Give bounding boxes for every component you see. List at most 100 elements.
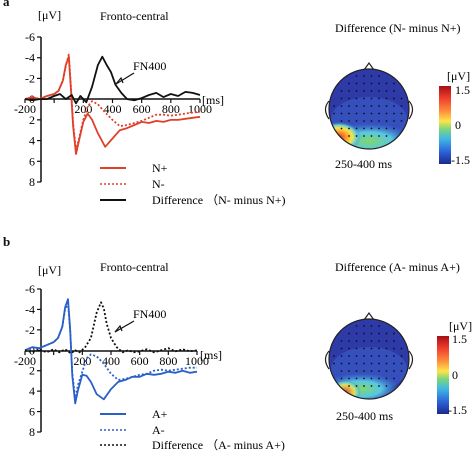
series-line-1 [24,302,197,401]
electrode-dot [363,325,365,327]
electrode-dot [363,332,365,335]
x-tick-label: 800 [162,102,180,116]
electrode-dot [355,97,358,100]
electrode-dot [348,347,350,350]
electrode-dot [378,332,380,335]
x-tick-label: -200 [14,354,36,368]
topo-time-window: 250-400 ms [336,409,393,423]
electrode-dot [378,120,380,122]
electrode-dot [363,362,365,365]
electrode-dot [393,120,395,122]
y-tick-label: -6 [25,30,35,44]
electrode-dot [348,127,350,130]
legend-label-a-minus: A- [152,423,165,437]
electrode-dot [363,347,365,350]
colorbar-min: -1.5 [448,403,467,417]
panel-letter: b [3,234,11,249]
y-tick-label: 0 [29,343,35,357]
electrode-dot [370,127,373,130]
electrode-dot [370,355,373,357]
electrode-dot [370,135,373,137]
electrode-dot [378,82,380,85]
electrode-dot [400,362,403,365]
electrode-dot [355,135,358,137]
series-line-2 [24,301,198,355]
electrode-dot [355,385,358,387]
electrode-dot [348,112,350,115]
electrode-dot [363,127,365,130]
electrode-dot [370,385,373,387]
electrode-dot [348,340,350,342]
electrode-dot [363,370,365,372]
electrode-dot [363,82,365,85]
x-tick-label: 600 [133,102,151,116]
x-tick-label: 400 [102,354,120,368]
legend-label-a-plus: A+ [152,407,168,421]
nose [363,311,375,321]
y-tick-label: -2 [25,323,35,337]
electrode-dot [355,362,358,365]
electrode-dot [378,385,380,387]
electrode-dot [393,362,395,365]
electrode-dot [340,377,343,380]
electrode-dot [393,355,395,357]
series-line-2 [24,55,201,105]
electrode-dot [348,332,350,335]
electrode-dot [400,120,403,122]
electrode-dot [385,355,388,357]
nose [363,61,375,71]
topo-map [324,311,414,400]
colorbar-max: 1.5 [452,332,467,346]
panel-letter: a [3,0,10,9]
y-tick-label: -2 [25,71,35,85]
y-tick-label: -4 [25,51,35,65]
colorbar-mid: 0 [455,118,461,132]
electrode-dot [378,347,380,350]
y-tick-label: 4 [29,384,35,398]
electrode-dot [363,340,365,342]
x-tick-label: 400 [104,102,122,116]
figure-panel-b: b Fronto-central [μV] [ms] -6 -4 -2 0 2 4 6 8 -2… [0,226,474,452]
colorbar-unit: [μV] [447,69,470,83]
fn400-arrow [114,320,135,333]
electrode-dot [355,105,358,107]
y-tick-label: 6 [29,154,35,168]
electrode-dot [393,127,395,130]
electrode-dot [348,82,350,85]
electrode-dot [355,332,358,335]
electrode-dot [370,97,373,100]
electrode-dot [340,112,343,115]
electrode-dot [370,112,373,115]
electrode-dot [363,355,365,357]
electrode-dot [400,97,403,100]
electrode-dot [348,377,350,380]
fn400-arrow [115,72,135,85]
electrode-dot [363,385,365,387]
x-unit-label: [ms] [200,348,222,362]
electrode-dot [378,75,380,77]
x-tick-label: 200 [73,354,91,368]
electrode-dot [340,90,343,92]
fn400-arrowhead [114,324,123,333]
electrode-dot [393,370,395,372]
electrode-dot [378,325,380,327]
electrode-dot [385,362,388,365]
topo-title: Difference (N- minus N+) [335,21,461,35]
electrode-dot [378,112,380,115]
x-tick-label: 1000 [188,102,212,116]
topo-time-window: 250-400 ms [335,157,392,171]
x-tick-label: -200 [14,102,36,116]
head-outline [328,318,410,400]
electrode-dot [363,120,365,122]
electrode-dot [355,120,358,122]
electrode-dot [333,362,335,365]
colorbar [439,86,451,164]
electrode-dot [370,377,373,380]
electrode-dot [355,325,358,327]
x-tick-label: 800 [159,354,177,368]
electrode-dot [363,112,365,115]
electrode-dot [355,340,358,342]
x-unit-label: [ms] [202,93,224,107]
colorbar-min: -1.5 [451,153,470,167]
electrode-dot [355,82,358,85]
